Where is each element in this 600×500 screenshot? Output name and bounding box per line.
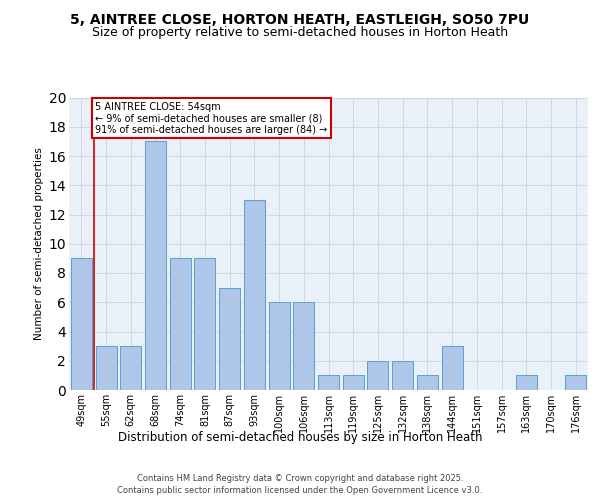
Bar [71, 258, 92, 390]
Text: Size of property relative to semi-detached houses in Horton Heath: Size of property relative to semi-detach… [92, 26, 508, 39]
Text: Contains HM Land Registry data © Crown copyright and database right 2025.
Contai: Contains HM Land Registry data © Crown c… [118, 474, 482, 495]
Bar [170, 258, 191, 390]
Bar [194, 258, 215, 390]
Bar [442, 346, 463, 390]
Text: 5, AINTREE CLOSE, HORTON HEATH, EASTLEIGH, SO50 7PU: 5, AINTREE CLOSE, HORTON HEATH, EASTLEIG… [70, 12, 530, 26]
Bar [95, 346, 116, 390]
Bar [516, 376, 537, 390]
Bar [293, 302, 314, 390]
Bar [565, 376, 586, 390]
Bar [318, 376, 339, 390]
Bar [392, 361, 413, 390]
Bar [367, 361, 388, 390]
Bar [244, 200, 265, 390]
Y-axis label: Number of semi-detached properties: Number of semi-detached properties [34, 148, 44, 340]
Bar [219, 288, 240, 390]
Bar [343, 376, 364, 390]
Bar [145, 142, 166, 390]
Bar [269, 302, 290, 390]
Bar [120, 346, 141, 390]
Text: 5 AINTREE CLOSE: 54sqm
← 9% of semi-detached houses are smaller (8)
91% of semi-: 5 AINTREE CLOSE: 54sqm ← 9% of semi-deta… [95, 102, 327, 135]
Bar [417, 376, 438, 390]
Text: Distribution of semi-detached houses by size in Horton Heath: Distribution of semi-detached houses by … [118, 431, 482, 444]
